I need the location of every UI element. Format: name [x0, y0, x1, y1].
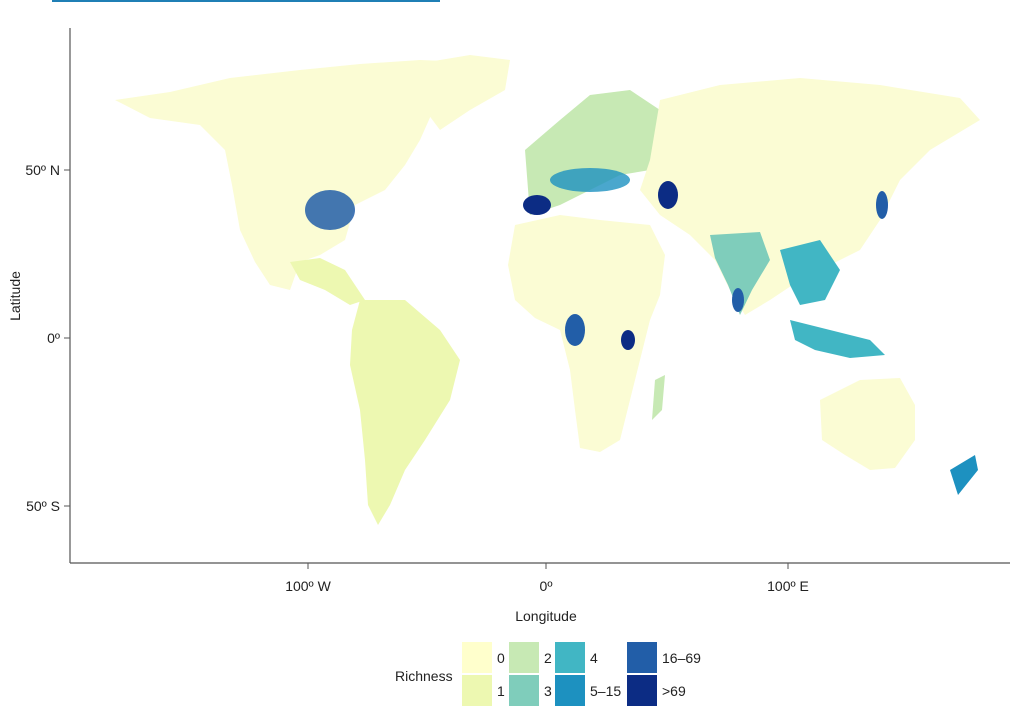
x-tick-label-0: 0º: [540, 578, 553, 594]
legend-swatch-3: [509, 675, 539, 706]
legend-swatch-6: [627, 642, 657, 673]
legend-label-6: 16–69: [662, 650, 701, 666]
hotspot-eastern-us: [305, 190, 355, 230]
x-tick-label-100w: 100º W: [285, 578, 331, 594]
legend-swatch-5: [555, 675, 585, 706]
north-america: [115, 60, 485, 290]
legend-label-4: 4: [590, 650, 598, 666]
richness-map: 50º N 0º 50º S 100º W 0º 100º E Latitude…: [7, 28, 1010, 624]
hotspot-east-africa: [621, 330, 635, 350]
central-america: [290, 258, 365, 305]
new-zealand: [950, 455, 978, 495]
landmasses: [115, 55, 980, 525]
africa: [508, 215, 665, 452]
hotspot-west-africa: [565, 314, 585, 346]
y-tick-label-50s: 50º S: [26, 498, 60, 514]
australia: [820, 378, 915, 470]
indonesia: [790, 320, 885, 358]
x-tick-label-100e: 100º E: [767, 578, 809, 594]
greenland: [410, 55, 510, 130]
legend-label-5: 5–15: [590, 683, 622, 699]
legend-swatch-1: [462, 675, 492, 706]
madagascar: [652, 375, 665, 420]
south-america: [350, 300, 460, 525]
y-axis-title: Latitude: [7, 271, 23, 321]
hotspot-iberia: [523, 195, 551, 215]
hotspot-japan: [876, 191, 888, 219]
legend-label-1: 1: [497, 683, 505, 699]
legend: Richness 0 1 2 3 4 5–15 16–69 >69: [395, 642, 725, 708]
legend-label-2: 2: [544, 650, 552, 666]
legend-swatch-7: [627, 675, 657, 706]
richness-hotspots: [305, 168, 888, 350]
legend-label-0: 0: [497, 650, 505, 666]
header-link[interactable]: [52, 0, 440, 2]
legend-swatch-4: [555, 642, 585, 673]
y-tick-label-0: 0º: [47, 330, 60, 346]
legend-swatch-0: [462, 642, 492, 673]
legend-label-3: 3: [544, 683, 552, 699]
hotspot-south-india: [732, 288, 744, 312]
hotspot-mediterranean: [550, 168, 630, 192]
legend-swatch-2: [509, 642, 539, 673]
hotspot-caucasus: [658, 181, 678, 209]
southeast-asia: [780, 240, 840, 305]
india: [710, 232, 770, 315]
legend-title: Richness: [395, 668, 453, 684]
x-axis-title: Longitude: [515, 608, 577, 624]
legend-label-7: >69: [662, 683, 686, 699]
y-tick-label-50n: 50º N: [25, 162, 60, 178]
